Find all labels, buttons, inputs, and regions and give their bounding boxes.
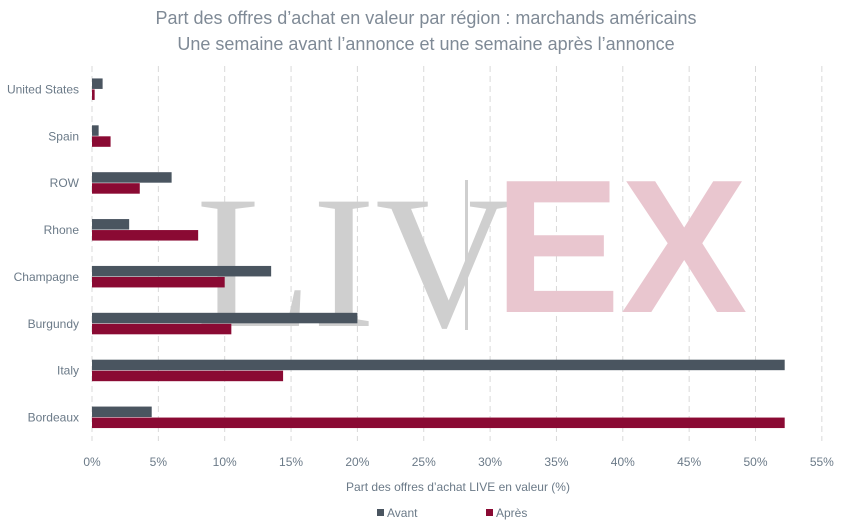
x-tick-label: 0% bbox=[83, 455, 101, 469]
bar-apres bbox=[92, 89, 95, 100]
category-label: Spain bbox=[48, 129, 79, 143]
legend-swatch-avant bbox=[377, 509, 384, 516]
category-label: Burgundy bbox=[28, 317, 79, 331]
legend-label-apres: Après bbox=[496, 506, 527, 520]
liv-ex-watermark: LIV EX bbox=[196, 141, 747, 368]
watermark-right: EX bbox=[494, 141, 747, 353]
x-axis-title: Part des offres d’achat LIVE en valeur (… bbox=[346, 480, 570, 494]
x-tick-label: 45% bbox=[677, 455, 701, 469]
x-tick-label: 5% bbox=[150, 455, 168, 469]
category-label: Italy bbox=[57, 364, 79, 378]
x-tick-label: 50% bbox=[743, 455, 767, 469]
x-tick-label: 40% bbox=[611, 455, 635, 469]
chart-title: Part des offres d’achat en valeur par ré… bbox=[155, 8, 697, 28]
bar-apres bbox=[92, 230, 199, 241]
category-label: Rhone bbox=[44, 223, 80, 237]
x-tick-label: 10% bbox=[213, 455, 237, 469]
category-label: Champagne bbox=[14, 270, 80, 284]
bar-avant bbox=[92, 172, 172, 183]
bar-apres bbox=[92, 417, 785, 429]
watermark-divider bbox=[465, 180, 468, 330]
x-tick-label: 20% bbox=[345, 455, 369, 469]
bar-avant bbox=[92, 359, 785, 371]
legend-swatch-apres bbox=[486, 509, 493, 516]
bar-avant bbox=[92, 125, 99, 136]
bar-apres bbox=[92, 183, 140, 194]
bar-avant bbox=[92, 312, 358, 324]
category-labels: United States Spain ROW Rhone Champagne Burgu… bbox=[7, 82, 80, 424]
category-label: Bordeaux bbox=[28, 411, 79, 425]
x-tick-label: 15% bbox=[279, 455, 303, 469]
bar-avant bbox=[92, 78, 103, 89]
x-tick-label: 25% bbox=[412, 455, 436, 469]
legend-label-avant: Avant bbox=[387, 506, 418, 520]
legend: Avant Après bbox=[377, 506, 527, 520]
bar-avant bbox=[92, 406, 152, 418]
category-label: United States bbox=[7, 82, 79, 96]
bar-avant bbox=[92, 265, 272, 277]
x-tick-label: 30% bbox=[478, 455, 502, 469]
bar-apres bbox=[92, 370, 284, 382]
category-label: ROW bbox=[50, 176, 80, 190]
bar-avant bbox=[92, 219, 130, 230]
bar-apres bbox=[92, 136, 111, 147]
x-tick-labels: 0% 5% 10% 15% 20% 25% 30% 35% 40% 45% 50% 55% bbox=[83, 455, 834, 469]
bars bbox=[92, 78, 785, 429]
x-tick-label: 55% bbox=[810, 455, 834, 469]
bar-apres bbox=[92, 323, 232, 335]
bar-apres bbox=[92, 276, 225, 288]
x-tick-label: 35% bbox=[544, 455, 568, 469]
chart-subtitle: Une semaine avant l’annonce et une semai… bbox=[177, 34, 675, 54]
watermark-left: LIV bbox=[196, 158, 513, 368]
